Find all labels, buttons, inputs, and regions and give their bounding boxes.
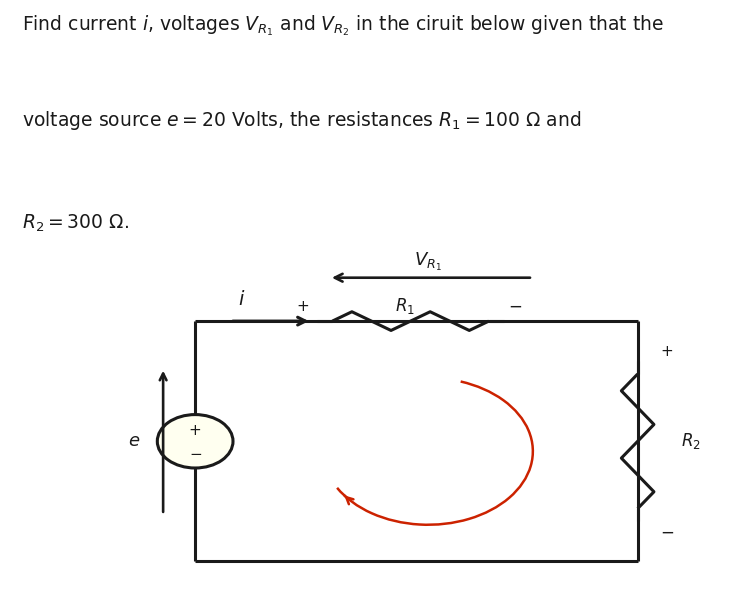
Text: $e$: $e$ xyxy=(128,432,140,450)
Text: $-$: $-$ xyxy=(509,297,523,315)
Text: $R_2$: $R_2$ xyxy=(681,432,701,451)
Text: $V_{R_1}$: $V_{R_1}$ xyxy=(414,251,442,273)
Text: $R_1$: $R_1$ xyxy=(395,296,415,316)
Text: Find current $i$, voltages $V_{R_1}$ and $V_{R_2}$ in the ciruit below given tha: Find current $i$, voltages $V_{R_1}$ and… xyxy=(22,14,664,38)
Text: +: + xyxy=(296,299,310,314)
Text: $-$: $-$ xyxy=(660,523,674,540)
Text: $i$: $i$ xyxy=(238,290,245,310)
Text: voltage source $e = 20$ Volts, the resistances $R_1 = 100\ \Omega$ and: voltage source $e = 20$ Volts, the resis… xyxy=(22,109,581,132)
Text: +: + xyxy=(189,423,201,438)
Text: $R_2 = 300\ \Omega$.: $R_2 = 300\ \Omega$. xyxy=(22,213,129,234)
Text: +: + xyxy=(660,344,673,359)
Ellipse shape xyxy=(157,415,233,468)
Text: $−$: $−$ xyxy=(189,446,202,461)
